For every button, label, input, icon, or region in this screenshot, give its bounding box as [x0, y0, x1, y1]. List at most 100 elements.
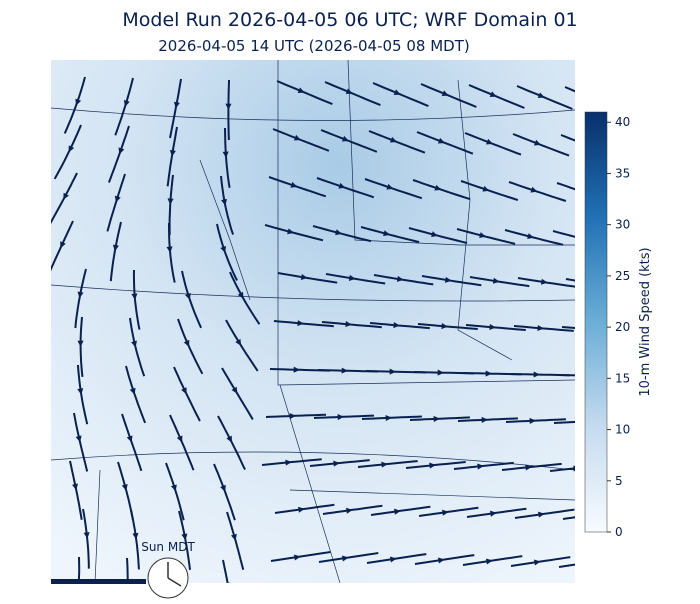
streamline	[514, 508, 575, 519]
arrowhead	[437, 557, 445, 564]
arrowhead	[293, 366, 300, 373]
streamline	[552, 230, 575, 238]
streamline	[74, 268, 87, 329]
arrowhead	[582, 560, 589, 566]
arrowhead	[221, 198, 228, 206]
streamline	[73, 412, 89, 472]
arrowhead	[181, 533, 188, 541]
arrowhead	[441, 90, 449, 96]
arrowhead	[393, 322, 400, 329]
arrowhead	[126, 435, 133, 443]
arrowhead	[586, 93, 593, 99]
streamline	[177, 318, 204, 375]
clock-hands	[167, 562, 182, 587]
arrowhead	[479, 232, 487, 239]
streamline	[272, 128, 330, 152]
streamline	[51, 172, 78, 225]
streamline	[324, 81, 381, 107]
streamline	[130, 509, 140, 570]
arrowhead	[345, 321, 352, 328]
streamline	[79, 316, 84, 378]
colorbar-tick-label: 25	[615, 269, 630, 283]
streamline	[560, 134, 575, 142]
arrowhead	[529, 417, 536, 424]
streamline	[125, 365, 147, 424]
streamline	[418, 506, 479, 517]
arrowhead	[230, 533, 237, 541]
streamline	[466, 507, 527, 518]
arrowhead	[226, 435, 232, 443]
arrowhead	[578, 419, 584, 425]
streamline	[366, 553, 427, 564]
colorbar-tick-label: 40	[615, 115, 630, 129]
arrowhead	[132, 532, 139, 540]
arrowhead	[60, 241, 66, 249]
arrowhead	[481, 416, 488, 423]
arrowhead	[75, 98, 82, 106]
arrowhead	[489, 323, 496, 331]
arrowhead	[393, 89, 401, 95]
streamline	[465, 324, 526, 331]
streamline	[556, 182, 575, 191]
streamline	[220, 175, 235, 235]
arrowhead	[118, 147, 125, 155]
arrowhead	[287, 228, 294, 235]
streamline	[553, 420, 575, 424]
arrowhead	[394, 508, 401, 515]
streamline	[516, 85, 573, 110]
arrowhead	[348, 274, 356, 281]
arrowhead	[386, 183, 394, 190]
arrowhead	[293, 554, 301, 561]
arrowhead	[489, 91, 497, 97]
arrowhead	[77, 291, 84, 299]
arrowhead	[575, 234, 582, 240]
streamline	[370, 505, 431, 516]
streamline	[372, 82, 429, 108]
arrowhead	[183, 339, 190, 347]
streamline	[82, 508, 90, 569]
streamline	[364, 178, 423, 200]
arrowhead	[112, 244, 119, 252]
arrowhead	[169, 149, 176, 157]
streamline	[557, 374, 575, 377]
streamline	[469, 276, 530, 288]
streamline	[107, 125, 130, 183]
streamline	[453, 461, 514, 470]
streamline	[325, 273, 386, 285]
arrowhead	[173, 101, 180, 109]
colorbar-tick-label: 30	[615, 218, 630, 232]
streamline	[222, 559, 229, 583]
streamline	[368, 130, 426, 154]
arrowhead	[431, 231, 438, 238]
streamline	[373, 274, 434, 286]
arrowhead	[527, 233, 535, 240]
arrowhead	[389, 368, 396, 375]
colorbar-tick-label: 10	[615, 423, 630, 437]
streamline	[457, 417, 518, 422]
streamline	[226, 511, 245, 571]
arrowhead	[335, 229, 342, 236]
arrowhead	[83, 532, 90, 539]
streamline	[316, 177, 375, 199]
arrowhead	[123, 99, 130, 107]
arrowhead	[176, 435, 183, 443]
subtitle: 2026-04-05 14 UTC (2026-04-05 08 MDT)	[158, 37, 469, 55]
streamline	[216, 223, 238, 281]
streamline	[505, 418, 566, 423]
arrowhead	[290, 181, 298, 188]
streamline	[166, 126, 178, 187]
streamline	[132, 269, 141, 330]
streamline	[221, 367, 254, 421]
streamline	[109, 221, 122, 282]
streamline	[361, 415, 422, 420]
streamline	[508, 181, 567, 202]
streamline	[468, 84, 525, 109]
arrowhead	[537, 92, 545, 98]
streamline	[405, 461, 466, 469]
streamline	[562, 516, 575, 520]
arrowhead	[333, 460, 340, 467]
arrowhead	[492, 277, 500, 284]
colorbar	[584, 111, 608, 533]
arrowhead	[385, 414, 392, 422]
streamline	[369, 322, 430, 330]
